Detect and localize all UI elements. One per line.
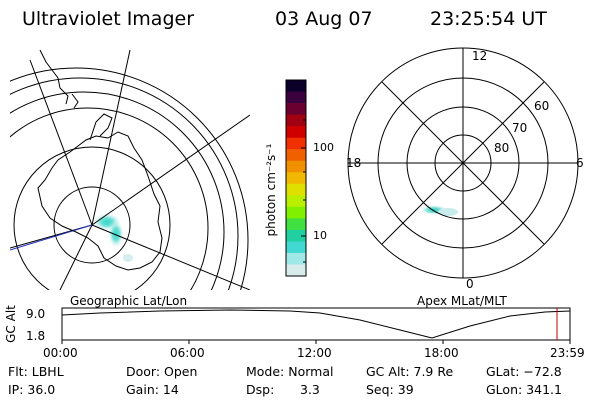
peninsula-coast bbox=[89, 113, 113, 141]
mlat-label-80: 80 bbox=[494, 141, 510, 155]
colorbar-tick-10: 10 bbox=[313, 229, 327, 242]
terminator-line bbox=[10, 224, 93, 251]
colorbar-segment bbox=[286, 195, 306, 208]
gc-alt-info: GC Alt: 7.9 Re bbox=[366, 364, 454, 379]
colorbar-segment bbox=[286, 206, 306, 219]
colorbar-unit-label: photon cm⁻²s⁻¹ bbox=[264, 143, 278, 237]
colorbar-segment bbox=[286, 126, 306, 139]
altitude-x-tick-2359: 23:59 bbox=[550, 346, 585, 360]
altitude-x-ticks bbox=[61, 340, 571, 344]
colorbar-segment bbox=[286, 160, 306, 173]
altitude-y-min: 1.8 bbox=[26, 329, 46, 343]
aurora-emission-blob bbox=[123, 254, 133, 262]
colorbar-segment bbox=[286, 172, 306, 185]
colorbar-ticks bbox=[301, 119, 306, 263]
date-label: 03 Aug 07 bbox=[275, 8, 373, 30]
aurora-emission-magnetic-tail bbox=[438, 208, 458, 216]
mlat-label-70: 70 bbox=[512, 121, 528, 135]
apex-caption: Apex MLat/MLT bbox=[417, 294, 507, 308]
colorbar-segment bbox=[286, 241, 306, 254]
antarctica-coastline bbox=[37, 131, 163, 271]
magnetic-polar-plot bbox=[347, 47, 579, 279]
latitude-circles bbox=[10, 67, 249, 290]
altitude-x-tick-0600: 06:00 bbox=[170, 346, 205, 360]
mlat-label-60: 60 bbox=[534, 99, 550, 113]
altitude-y-max: 9.0 bbox=[26, 307, 46, 321]
colorbar-segment bbox=[286, 80, 306, 93]
colorbar-segment bbox=[286, 103, 306, 116]
ip-info: IP: 36.0 bbox=[8, 382, 56, 397]
aurora-emission-tail bbox=[108, 220, 124, 248]
altitude-curve bbox=[61, 309, 571, 339]
colorbar-segment bbox=[286, 229, 306, 243]
colorbar-segment bbox=[286, 137, 306, 150]
island-coast bbox=[71, 93, 79, 109]
colorbar bbox=[286, 80, 306, 277]
mode-info: Mode: Normal bbox=[246, 364, 334, 379]
seq-info: Seq: 39 bbox=[366, 382, 414, 397]
instrument-title: Ultraviolet Imager bbox=[22, 8, 195, 30]
mlt-label-0: 0 bbox=[466, 277, 474, 291]
dsp-value: 3.3 bbox=[300, 382, 320, 397]
south-america-coast bbox=[39, 49, 69, 105]
mlt-spokes bbox=[348, 48, 578, 278]
altitude-x-tick-1200: 12:00 bbox=[297, 346, 332, 360]
door-info: Door: Open bbox=[126, 364, 198, 379]
glat-info: GLat: −72.8 bbox=[486, 364, 562, 379]
colorbar-segment bbox=[286, 114, 306, 127]
glon-info: GLon: 341.1 bbox=[486, 382, 562, 397]
mlt-label-18: 18 bbox=[346, 156, 362, 170]
geographic-map bbox=[10, 49, 250, 290]
colorbar-segment bbox=[286, 149, 306, 162]
altitude-x-tick-0000: 00:00 bbox=[43, 346, 78, 360]
colorbar-segment bbox=[286, 264, 306, 277]
mlt-label-6: 6 bbox=[576, 156, 584, 170]
altitude-axis-label: GC Alt bbox=[4, 305, 18, 343]
colorbar-segment bbox=[286, 218, 306, 231]
meridians bbox=[10, 49, 250, 290]
mlt-label-12: 12 bbox=[472, 49, 488, 63]
time-label: 23:25:54 UT bbox=[430, 8, 547, 30]
colorbar-segment bbox=[286, 183, 306, 196]
altitude-x-tick-1800: 18:00 bbox=[424, 346, 459, 360]
colorbar-frame bbox=[285, 79, 307, 277]
dsp-info: Dsp: bbox=[246, 382, 275, 397]
colorbar-segment bbox=[286, 91, 306, 104]
colorbar-tick-100: 100 bbox=[313, 141, 334, 154]
colorbar-segment bbox=[286, 252, 306, 266]
geographic-caption: Geographic Lat/Lon bbox=[70, 294, 188, 308]
gain-info: Gain: 14 bbox=[126, 382, 179, 397]
filter-info: Flt: LBHL bbox=[8, 364, 64, 379]
